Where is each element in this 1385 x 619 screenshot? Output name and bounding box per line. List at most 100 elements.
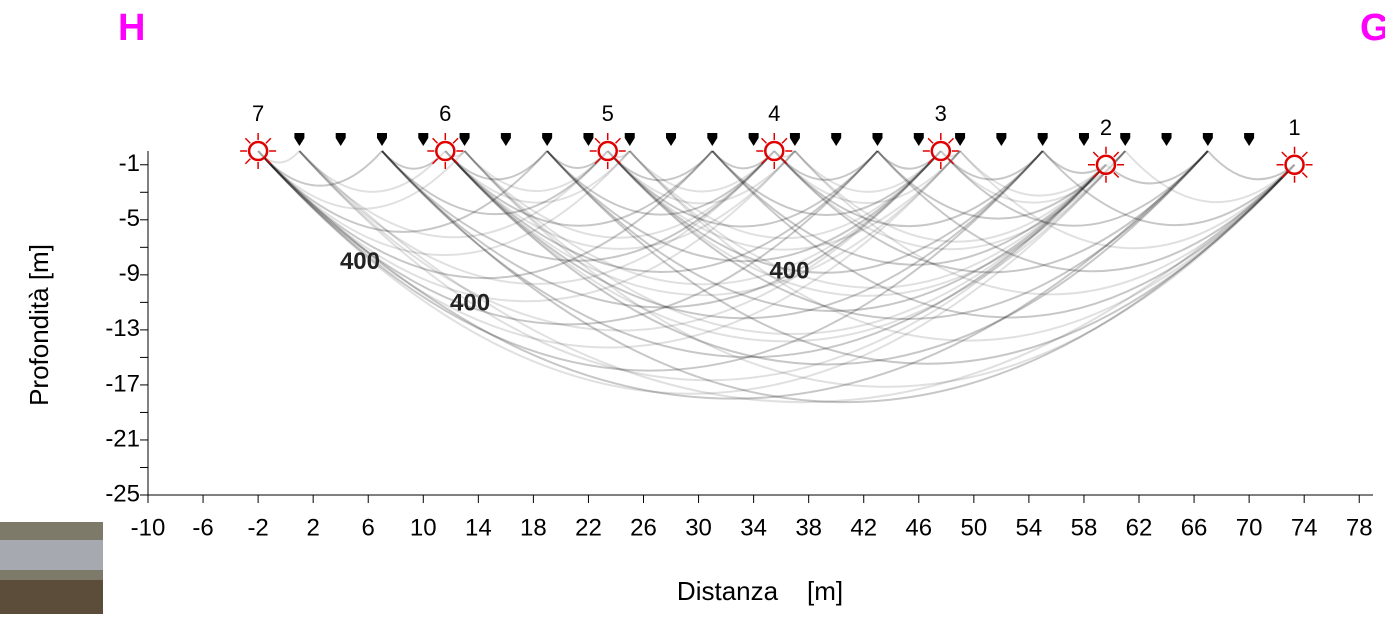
ray-path: [546, 150, 1296, 365]
y-tick-label: -25: [105, 480, 140, 507]
ray-path: [381, 150, 609, 216]
ray-path: [444, 150, 631, 204]
shot-circle: [247, 140, 269, 162]
geophone: [1161, 133, 1172, 146]
geophone: [1037, 133, 1048, 146]
x-tick-label: 54: [1016, 514, 1043, 541]
ray-path: [876, 150, 1107, 220]
shot-ray: [948, 158, 955, 165]
geophone: [913, 133, 924, 146]
y-tick-label: -5: [119, 205, 140, 232]
geophone: [1078, 133, 1089, 146]
ray-path: [628, 150, 1107, 289]
x-tick-label: 74: [1291, 514, 1318, 541]
shot-ray: [594, 137, 601, 144]
corner-label: G: [1360, 7, 1385, 49]
x-tick-label: 30: [685, 514, 712, 541]
shot-ray: [761, 137, 768, 144]
ray-path: [606, 150, 796, 205]
shot-circle: [764, 140, 785, 162]
geophone: [459, 133, 470, 146]
x-tick-label: 70: [1236, 514, 1263, 541]
ray-path: [606, 150, 1044, 274]
ray-path: [463, 150, 1296, 388]
shot-label: 7: [252, 101, 264, 126]
x-tick-label: 6: [362, 514, 375, 541]
x-tick-label: 2: [306, 514, 319, 541]
ray-path: [298, 150, 447, 193]
ray-path: [876, 150, 1296, 273]
ray-path: [444, 150, 961, 296]
ray-path: [298, 150, 942, 332]
contour-label: 400: [450, 289, 490, 316]
ray-path: [298, 150, 1296, 404]
ray-path: [257, 150, 631, 256]
shot-ray: [432, 158, 439, 165]
ray-path: [257, 150, 714, 279]
ray-path: [463, 150, 1107, 335]
shot-label: 1: [1288, 115, 1300, 140]
contour-label: 400: [340, 248, 380, 275]
x-axis-title: Distanza [m]: [677, 576, 843, 606]
y-tick-label: -21: [105, 425, 140, 452]
ray-path: [298, 150, 1107, 382]
ray-path: [381, 150, 1107, 359]
ray-path: [257, 150, 796, 303]
ray-path: [711, 150, 942, 216]
shot: [1087, 146, 1124, 183]
x-tick-label: 78: [1346, 514, 1373, 541]
shot-ray: [1281, 151, 1288, 158]
shot-ray: [614, 137, 621, 144]
ray-path: [773, 150, 1126, 251]
geophone: [1244, 133, 1255, 146]
ray-path: [444, 150, 879, 273]
shot-ray: [948, 137, 955, 144]
geophone: [748, 133, 759, 146]
geophone: [583, 133, 594, 146]
shot-ray: [761, 158, 768, 165]
y-tick-label: -13: [105, 315, 140, 342]
shot-ray: [594, 158, 601, 165]
geophone: [294, 133, 305, 146]
y-tick-label: -1: [119, 150, 140, 177]
ray-path: [628, 150, 942, 239]
x-tick-label: 42: [850, 514, 877, 541]
ray-path: [773, 150, 961, 205]
geophone: [831, 133, 842, 146]
ray-path: [463, 150, 942, 286]
geophone: [500, 133, 511, 146]
x-tick-label: 58: [1071, 514, 1098, 541]
ray-path: [463, 150, 609, 193]
shot-circle: [597, 140, 618, 162]
ray-path: [1124, 150, 1296, 204]
geophone: [376, 133, 387, 146]
x-tick-label: 26: [630, 514, 657, 541]
geophone: [1202, 133, 1213, 146]
y-tick-label: -9: [119, 260, 140, 287]
ray-path: [257, 150, 1044, 372]
shot-ray: [265, 158, 272, 165]
ray-path: [1041, 150, 1296, 227]
ray-path: [711, 150, 1107, 266]
x-tick-label: 38: [795, 514, 822, 541]
geophone: [955, 133, 966, 146]
x-tick-label: 62: [1126, 514, 1153, 541]
x-tick-label: -6: [192, 514, 213, 541]
ray-path: [794, 150, 1107, 243]
ray-path: [257, 150, 961, 349]
shot-label: 2: [1100, 115, 1112, 140]
ray-path: [298, 150, 609, 239]
x-tick-label: -2: [247, 514, 268, 541]
geophone: [996, 133, 1007, 146]
shot-ray: [927, 137, 934, 144]
shot-circle: [435, 140, 456, 162]
ray-path: [628, 150, 1296, 342]
ray-path: [606, 150, 879, 228]
geophone: [1120, 133, 1131, 146]
shot-ray: [1301, 151, 1308, 158]
ray-path: [298, 150, 776, 285]
shot-ray: [1301, 172, 1308, 179]
shot-ray: [432, 137, 439, 144]
ray-path: [257, 150, 383, 187]
ray-path: [257, 150, 1126, 395]
